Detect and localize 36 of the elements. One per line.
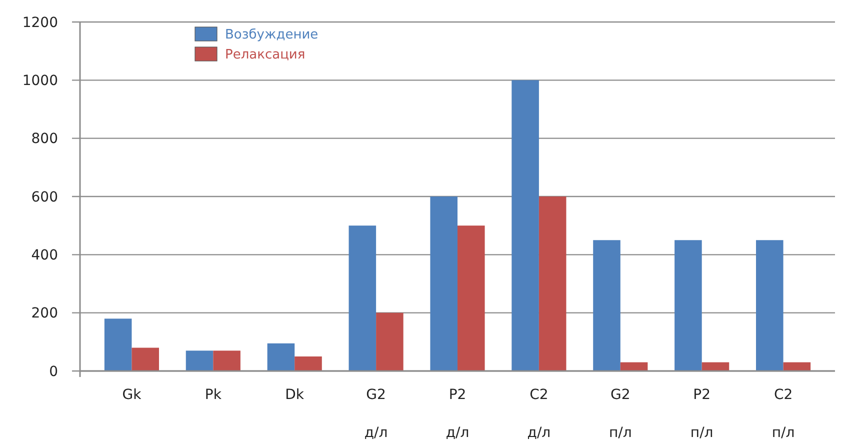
x-tick-label: Dk [285, 387, 305, 403]
legend-label: Релаксация [225, 48, 306, 63]
bar [620, 362, 648, 371]
category-label: C2 п/л [772, 387, 795, 441]
bar [376, 312, 404, 371]
bar [104, 318, 132, 371]
category-label: G2 п/л [608, 387, 632, 441]
legend-label: Возбуждение [225, 28, 318, 43]
bar [593, 240, 620, 371]
y-tick-label: 1200 [22, 14, 58, 31]
bar [430, 196, 458, 371]
bar [267, 343, 295, 371]
bar [132, 348, 159, 371]
bar [294, 356, 322, 371]
bar [458, 226, 485, 371]
y-tick-label: 600 [31, 189, 58, 206]
y-tick-label: 400 [31, 248, 58, 264]
category-label: G2 д/л [364, 387, 388, 441]
y-tick-label: 0 [49, 364, 58, 380]
category-label: P2 п/л [690, 387, 714, 441]
y-tick-label: 1000 [22, 73, 58, 90]
bar [512, 80, 539, 371]
bar [783, 362, 811, 371]
bar [348, 226, 376, 371]
bar [674, 240, 702, 371]
bar [702, 362, 730, 371]
y-tick-label: 200 [31, 306, 58, 322]
bar [213, 350, 240, 371]
category-label: P2 д/л [446, 387, 470, 441]
bar [756, 240, 784, 371]
x-tick-label: Gk [122, 387, 142, 403]
bar [538, 196, 566, 371]
x-tick-label: Pk [204, 387, 222, 403]
y-tick-label: 800 [31, 131, 58, 148]
category-label: C2 д/л [527, 387, 551, 441]
bar [186, 350, 214, 371]
